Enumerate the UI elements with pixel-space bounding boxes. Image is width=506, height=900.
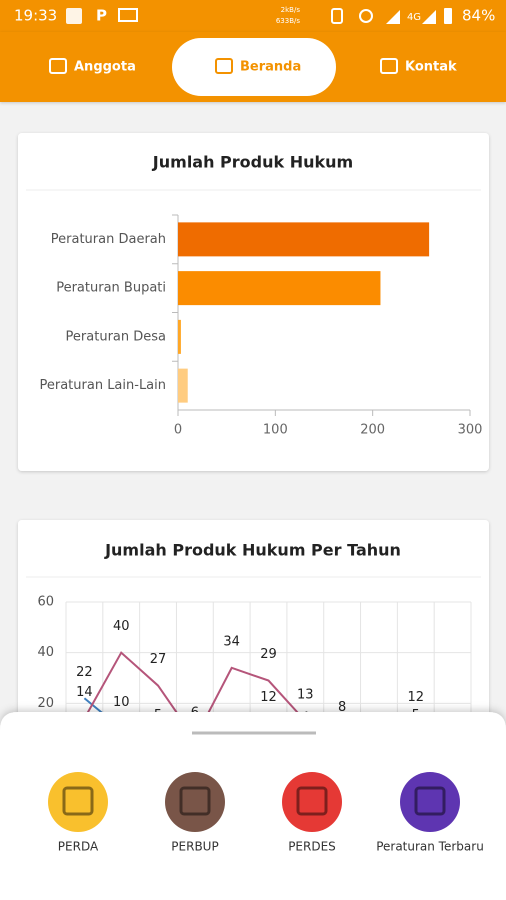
menu-item[interactable]: PERDA: [48, 772, 108, 854]
speed-down: 633B/s: [276, 17, 301, 25]
bottom-sheet: [0, 712, 506, 900]
nav-icon: [380, 58, 398, 74]
status-time: 19:33: [14, 7, 57, 25]
line-chart: Jumlah Produk Hukum Per Tahun02040602210…: [37, 541, 472, 762]
menu-icon-glyph: [62, 786, 94, 816]
hotspot-icon: [359, 9, 373, 23]
data-label: 12: [260, 690, 277, 705]
data-label: 27: [150, 652, 167, 667]
menu-icon-glyph: [414, 786, 446, 816]
data-label: 22: [76, 665, 93, 680]
speed-up: 2kB/s: [281, 6, 301, 14]
menu-icon: [48, 772, 108, 832]
nav-label: Beranda: [240, 60, 301, 75]
network-type: 4G: [407, 12, 421, 23]
menu-icon: [282, 772, 342, 832]
menu-label: PERDES: [288, 840, 336, 854]
notif-icon: [118, 8, 138, 22]
bar-chart: Jumlah Produk Hukum 0 100 200 300 Peraturan D…: [39, 153, 482, 438]
y-tick-label: 60: [37, 595, 54, 610]
y-tick-label: Peraturan Bupati: [56, 281, 166, 296]
menu-label: Peraturan Terbaru: [376, 840, 484, 854]
data-label: 8: [338, 700, 346, 715]
y-tick-label: 40: [37, 645, 54, 660]
x-tick-label: 200: [360, 423, 385, 438]
data-label: 14: [76, 685, 93, 700]
x-tick-label: 300: [458, 423, 483, 438]
status-bar: [0, 0, 506, 32]
menu: PERDA PERBUP PERDES Peraturan Terbaru: [48, 772, 484, 854]
signal-icon: [422, 10, 436, 24]
y-tick-label: Peraturan Desa: [66, 329, 166, 344]
menu-icon: [165, 772, 225, 832]
y-tick-label: Peraturan Daerah: [51, 232, 166, 247]
bar: [178, 319, 181, 354]
notif-icon: P: [96, 7, 107, 25]
vibrate-icon: [331, 8, 343, 24]
menu-icon: [400, 772, 460, 832]
signal-icon: [386, 10, 400, 24]
x-tick-label: 100: [263, 423, 288, 438]
y-tick-label: Peraturan Lain-Lain: [39, 378, 166, 393]
battery-level: 84%: [462, 7, 495, 25]
nav-label: Kontak: [405, 60, 457, 75]
data-label: 29: [260, 647, 277, 662]
battery-icon: [444, 8, 452, 24]
bar: [178, 271, 381, 306]
chart-title: Jumlah Produk Hukum Per Tahun: [104, 541, 401, 560]
data-label: 12: [407, 690, 424, 705]
data-label: 13: [297, 688, 314, 703]
data-label: 10: [113, 695, 130, 710]
menu-item[interactable]: PERDES: [282, 772, 342, 854]
nav-icon: [215, 58, 233, 74]
bar: [178, 222, 430, 257]
menu-item[interactable]: Peraturan Terbaru: [376, 772, 484, 854]
nav-item[interactable]: Kontak: [380, 58, 457, 75]
menu-item[interactable]: PERBUP: [165, 772, 225, 854]
notif-icon: [66, 8, 82, 24]
x-tick-label: 0: [174, 423, 182, 438]
chart-title: Jumlah Produk Hukum: [152, 153, 353, 172]
menu-label: PERDA: [58, 840, 99, 854]
menu-label: PERBUP: [171, 840, 218, 854]
nav-items: Anggota Beranda Kontak: [49, 58, 457, 75]
bar: [178, 368, 188, 403]
menu-icon-glyph: [179, 786, 211, 816]
nav-label: Anggota: [74, 60, 136, 75]
nav-item[interactable]: Anggota: [49, 58, 136, 75]
nav-icon: [49, 58, 67, 74]
data-label: 34: [223, 634, 240, 649]
menu-icon-glyph: [296, 786, 328, 816]
data-label: 40: [113, 619, 130, 634]
nav-active-pill[interactable]: [172, 38, 336, 96]
y-tick-label: 20: [37, 696, 54, 711]
nav-item[interactable]: Beranda: [215, 58, 301, 75]
